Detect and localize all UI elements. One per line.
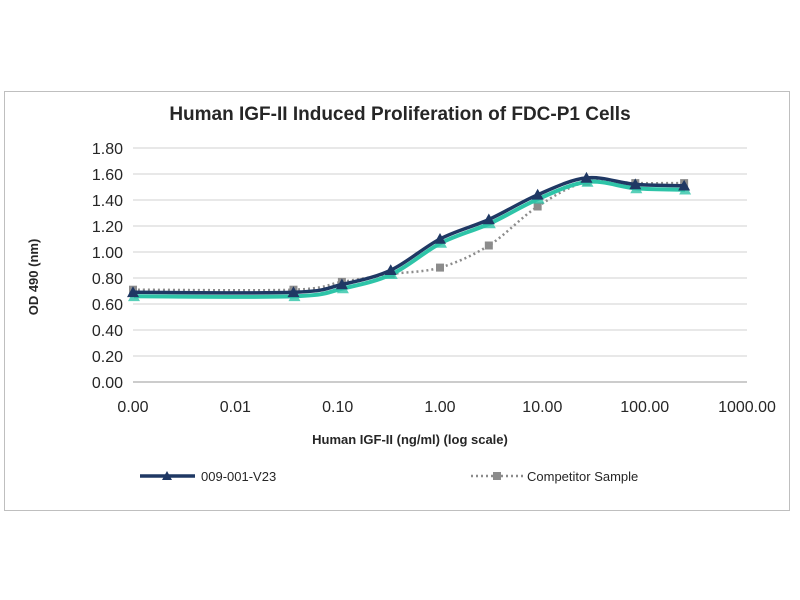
legend-item-competitor-sample: Competitor Sample [471, 469, 638, 484]
y-tick-1.20: 1.20 [92, 219, 123, 236]
point-competitor-sample-5 [484, 241, 493, 250]
y-tick-1.00: 1.00 [92, 245, 123, 262]
point-009-001-v23-4 [434, 233, 446, 244]
x-tick-1000.00: 1000.00 [718, 399, 776, 416]
y-axis-title: OD 490 (nm) [26, 239, 41, 316]
chart-frame: Human IGF-II Induced Proliferation of FD… [4, 91, 790, 511]
legend-marker-009-001-v23 [162, 471, 172, 480]
y-tick-0.80: 0.80 [92, 271, 123, 288]
legend-marker-shape-009-001-v23 [162, 471, 172, 480]
series-shadow-009-001-v23 [133, 179, 686, 299]
legend-label-009-001-v23: 009-001-V23 [201, 469, 276, 484]
point-009-001-v23-2 [335, 278, 348, 290]
y-tick-1.80: 1.80 [92, 141, 123, 158]
legend-item-009-001-v23: 009-001-V23 [140, 469, 276, 484]
x-tick-0.10: 0.10 [322, 399, 353, 416]
legend-marker-shape-competitor-sample [493, 472, 501, 480]
gridlines [133, 147, 747, 383]
chart-svg: Human IGF-II Induced Proliferation of FD… [26, 104, 776, 484]
x-tick-100.00: 100.00 [620, 399, 669, 416]
point-009-001-v23-0 [127, 286, 139, 298]
series-competitor-sample [129, 177, 689, 294]
y-tick-0.40: 0.40 [92, 323, 123, 340]
point-009-001-v23-8 [629, 178, 642, 190]
x-tick-labels: 0.00 0.01 0.10 1.00 10.00 100.00 1000.00 [117, 399, 776, 416]
point-009-001-v23-5 [482, 213, 495, 225]
x-tick-0.00: 0.00 [117, 399, 148, 416]
y-tick-0.00: 0.00 [92, 375, 123, 392]
point-competitor-sample-6 [533, 202, 542, 211]
y-tick-1.40: 1.40 [92, 193, 123, 210]
series-line-009-001-v23 [132, 175, 685, 295]
series-009-001-v23 [127, 171, 692, 302]
legend-label-competitor-sample: Competitor Sample [527, 469, 638, 484]
x-tick-0.01: 0.01 [220, 399, 251, 416]
x-tick-1.00: 1.00 [424, 399, 455, 416]
point-009-001-v23-3 [384, 264, 397, 275]
legend: 009-001-V23 Competitor Sample [140, 469, 638, 484]
x-axis-title: Human IGF-II (ng/ml) (log scale) [312, 432, 508, 447]
point-009-001-v23-1 [287, 286, 300, 298]
y-tick-0.20: 0.20 [92, 349, 123, 366]
point-009-001-v23-7 [580, 171, 593, 183]
legend-marker-competitor-sample [493, 472, 501, 480]
y-tick-1.60: 1.60 [92, 167, 123, 184]
series-layer [127, 171, 692, 302]
point-009-001-v23-9 [678, 179, 691, 191]
chart-title: Human IGF-II Induced Proliferation of FD… [169, 104, 630, 125]
y-tick-labels: 0.00 0.20 0.40 0.60 0.80 1.00 1.20 1.40 1.60 1.80 [92, 141, 123, 392]
series-line-competitor-sample [132, 179, 685, 292]
x-tick-10.00: 10.00 [522, 399, 562, 416]
point-009-001-v23-6 [531, 188, 544, 200]
y-tick-0.60: 0.60 [92, 297, 123, 314]
point-competitor-sample-4 [436, 263, 444, 272]
